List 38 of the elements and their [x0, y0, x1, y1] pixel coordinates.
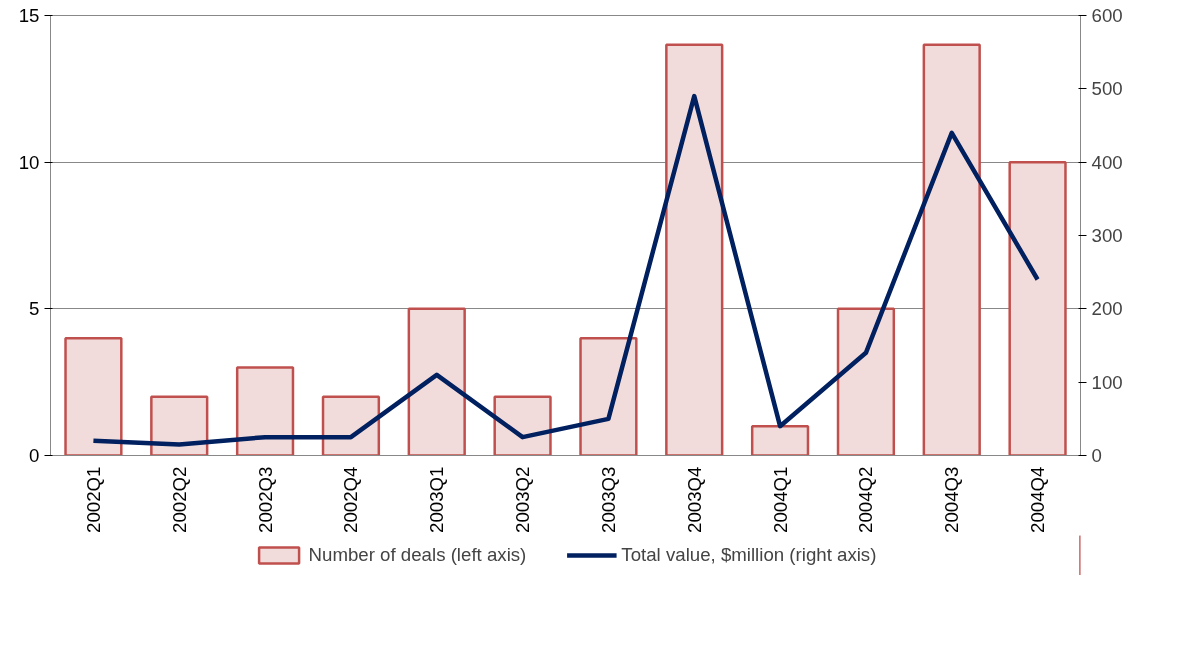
x-tick-label: 2004Q4 [1027, 466, 1049, 533]
x-tick-label: 2002Q3 [254, 466, 276, 533]
bar [836, 307, 896, 456]
x-tick-label: 2002Q2 [168, 466, 190, 533]
y-tick-label: 5 [29, 298, 40, 320]
y2-tick-label: 100 [1091, 371, 1123, 393]
y2-tick-label: 600 [1091, 5, 1123, 26]
bar [750, 424, 810, 456]
bar [407, 307, 466, 456]
y2-tick-label: 500 [1091, 78, 1123, 100]
bar [579, 336, 638, 456]
y-tick-label: 15 [18, 5, 40, 26]
bar [64, 336, 123, 456]
legend-label: Total value, $million (right axis) [621, 544, 877, 566]
bar [235, 366, 295, 456]
x-tick-label: 2003Q2 [512, 466, 534, 533]
x-tick-label: 2003Q3 [597, 466, 619, 533]
bar [665, 43, 724, 456]
x-tick-label: 2002Q1 [82, 466, 104, 533]
bar [321, 395, 381, 456]
x-tick-label: 2003Q4 [683, 466, 705, 533]
y-tick-label: 10 [18, 151, 40, 173]
x-tick-label: 2004Q2 [855, 466, 877, 533]
y2-tick-label: 300 [1091, 225, 1123, 246]
bar [150, 395, 209, 456]
bar [1008, 160, 1067, 456]
x-tick-label: 2004Q3 [941, 466, 963, 533]
legend-label: Number of deals (left axis) [308, 544, 527, 566]
line-series [91, 93, 1040, 447]
x-tick-label: 2003Q1 [426, 466, 448, 533]
x-tick-label: 2004Q1 [769, 466, 791, 533]
bar [922, 43, 981, 456]
y-tick-label: 0 [29, 445, 40, 466]
x-tick-label: 2002Q4 [340, 466, 362, 533]
y2-tick-label: 200 [1091, 298, 1123, 320]
y2-tick-label: 400 [1091, 151, 1123, 173]
y2-tick-label: 0 [1091, 445, 1102, 466]
bar [493, 395, 552, 456]
